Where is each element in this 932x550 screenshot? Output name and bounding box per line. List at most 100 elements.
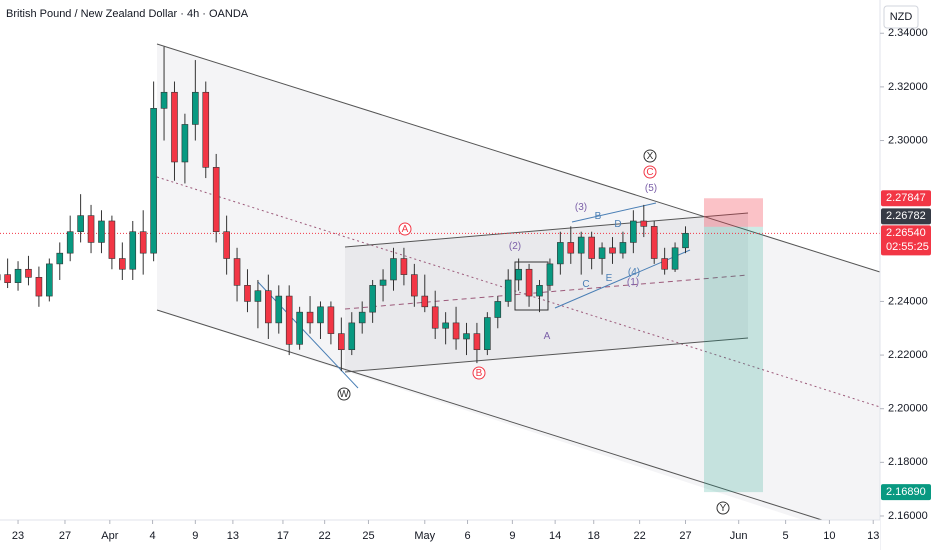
x-tick-label: May [414, 530, 435, 542]
candle-body [306, 311, 314, 324]
y-tick-label: 2.32000 [888, 81, 928, 93]
channel-bottom [156, 309, 823, 521]
candle-body [546, 263, 554, 286]
candle-body [181, 124, 189, 163]
candle-body [358, 311, 366, 324]
y-tick-label: 2.18000 [888, 456, 928, 468]
inner-mid [344, 274, 749, 310]
currency-button[interactable] [883, 5, 919, 29]
candle-body [661, 258, 668, 270]
candle-body [223, 231, 230, 259]
candle-body [588, 236, 595, 259]
candle-body [473, 333, 481, 351]
x-tick-label: Apr [101, 530, 118, 542]
chart-title: British Pound / New Zealand Dollar · 4h … [6, 8, 249, 20]
candle-body [515, 268, 522, 281]
wave-circle [337, 387, 351, 401]
currency[interactable]: NZD [890, 11, 913, 23]
candle-body [400, 258, 408, 275]
x-tick-label: 25 [362, 530, 374, 542]
wave-label: B [476, 368, 483, 379]
candle-body [139, 231, 147, 254]
candle-body [630, 220, 637, 243]
candle-body [431, 306, 439, 329]
candle-body [296, 311, 303, 345]
candle-body [254, 290, 262, 302]
candle-body [452, 322, 460, 340]
x-tick-label: 9 [192, 530, 198, 542]
candle-body [525, 268, 533, 297]
candle-body [66, 231, 74, 254]
wave-label: D [614, 219, 621, 230]
x-tick-label: 27 [679, 530, 691, 542]
price-tag-label: 2.27847 [886, 192, 926, 204]
x-tick-label: 4 [150, 530, 156, 542]
flag-box [514, 261, 549, 311]
candle-body [390, 258, 397, 281]
y-tick-label: 2.30000 [888, 134, 928, 146]
candle-body [609, 247, 616, 254]
price-axis [880, 0, 932, 550]
triangle-top [571, 202, 657, 223]
candle-body [202, 91, 210, 168]
wave-circle [643, 165, 657, 179]
x-tick-label: 5 [783, 530, 789, 542]
candle-body [619, 242, 627, 254]
wave-label: C [582, 279, 589, 290]
wave-label: Y [720, 503, 727, 514]
wave-label: X [647, 151, 654, 162]
x-tick-label: Jun [730, 530, 748, 542]
candle-body [327, 306, 335, 334]
wave-label: (2) [509, 241, 521, 252]
candle-body [160, 91, 168, 109]
candle-body [192, 91, 199, 125]
x-tick-label: 17 [277, 530, 289, 542]
price-tag-label: 2.26540 [886, 227, 926, 239]
x-tick-label: 22 [633, 530, 645, 542]
price-tag [881, 208, 931, 225]
target-zone [704, 226, 763, 493]
x-tick-label: 9 [509, 530, 515, 542]
candle-body [233, 258, 241, 286]
candle-body [484, 317, 491, 351]
price-tag [881, 190, 931, 207]
candle-body [348, 322, 356, 351]
candle-body [379, 279, 387, 286]
y-tick-label: 2.22000 [888, 349, 928, 361]
candle-body [150, 108, 157, 254]
candle-body [598, 247, 606, 259]
y-tick-label: 2.16000 [888, 510, 928, 522]
candle-body [108, 220, 116, 259]
x-tick-label: 23 [12, 530, 24, 542]
x-tick-label: 22 [319, 530, 331, 542]
candle-body [56, 252, 64, 265]
channel-top [156, 43, 881, 273]
price-tag-label: 2.26782 [886, 210, 926, 222]
wave-circle [716, 501, 730, 515]
wave-circle [398, 222, 412, 236]
candle-body [557, 242, 564, 265]
candle-body [4, 274, 11, 283]
candle-body [265, 290, 272, 324]
candle-body [25, 268, 32, 278]
candle-body [317, 306, 324, 324]
candle-body [119, 258, 126, 270]
x-tick-label: 6 [464, 530, 470, 542]
candle-body [671, 247, 679, 270]
candle-body [46, 263, 53, 297]
candle-body [577, 236, 585, 254]
wave-label: E [606, 273, 613, 284]
candle-body [77, 215, 84, 233]
stop-zone [704, 198, 763, 227]
axes: 2.34000 2.32000 2.30000 2.24000 2.22000 2.200… [12, 27, 931, 542]
x-tick-label: 27 [59, 530, 71, 542]
candle-body [275, 295, 283, 324]
candle-body [463, 333, 470, 340]
wave-label: (4) [628, 267, 640, 278]
countdown: 02:55:25 [886, 241, 929, 253]
inner-top [344, 212, 749, 248]
wave-label: C [646, 167, 653, 178]
wave-label: W [339, 389, 349, 400]
candle-body [421, 295, 429, 308]
